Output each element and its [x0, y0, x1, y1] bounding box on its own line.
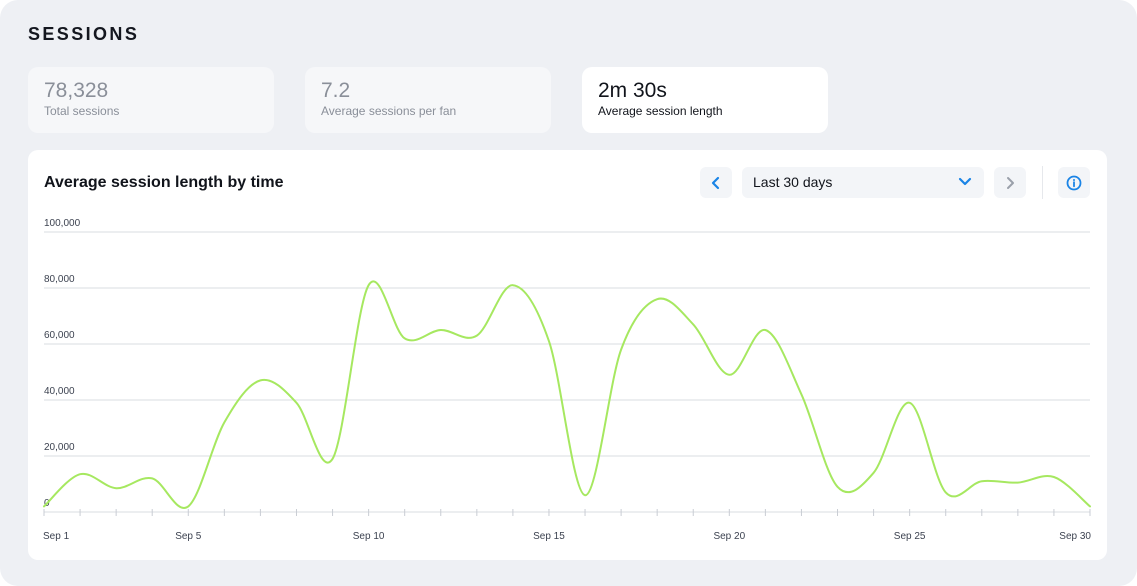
- stat-label: Total sessions: [44, 104, 120, 118]
- date-range-select[interactable]: Last 30 days: [742, 167, 984, 198]
- x-tick-label: Sep 20: [713, 531, 745, 542]
- stat-total-sessions[interactable]: 78,328 Total sessions: [28, 67, 274, 133]
- chart-title: Average session length by time: [44, 174, 284, 191]
- stat-value: 7.2: [321, 79, 351, 102]
- chevron-left-icon: [711, 176, 720, 189]
- info-icon: [1066, 175, 1082, 190]
- date-range-value: Last 30 days: [753, 174, 833, 190]
- stat-value: 78,328: [44, 79, 109, 102]
- stat-label: Average session length: [598, 104, 723, 118]
- y-tick-label: 40,000: [44, 386, 75, 397]
- x-tick-label: Sep 30: [1059, 531, 1091, 542]
- x-tick-label: Sep 15: [533, 531, 565, 542]
- info-button[interactable]: [1058, 167, 1090, 198]
- y-tick-label: 100,000: [44, 218, 81, 229]
- section-title: SESSIONS: [28, 24, 140, 44]
- x-tick-label: Sep 1: [43, 531, 70, 542]
- previous-period-button[interactable]: [700, 167, 732, 198]
- stat-sessions-per-fan[interactable]: 7.2 Average sessions per fan: [305, 67, 551, 133]
- x-tick-label: Sep 10: [353, 531, 385, 542]
- chevron-down-icon: [958, 177, 972, 186]
- stat-value: 2m 30s: [598, 79, 667, 102]
- y-tick-label: 60,000: [44, 330, 75, 341]
- y-tick-label: 20,000: [44, 442, 75, 453]
- chevron-right-icon: [1007, 176, 1014, 189]
- next-period-button[interactable]: [994, 167, 1026, 198]
- stat-average-session-length[interactable]: 2m 30s Average session length: [582, 67, 828, 133]
- toolbar-divider: [1042, 166, 1043, 199]
- x-tick-label: Sep 25: [894, 531, 926, 542]
- chart-card: Average session length by time Last 30 d…: [28, 150, 1107, 560]
- x-tick-label: Sep 5: [175, 531, 202, 542]
- series-line: [43, 280, 1091, 510]
- stat-label: Average sessions per fan: [321, 104, 457, 118]
- y-tick-label: 80,000: [44, 274, 75, 285]
